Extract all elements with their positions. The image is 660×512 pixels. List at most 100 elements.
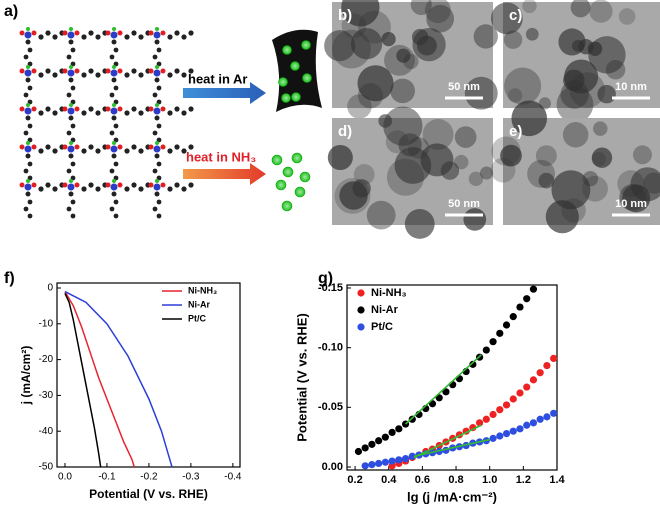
particle	[282, 45, 292, 55]
tem-particle	[390, 78, 415, 104]
particle	[294, 186, 306, 198]
scale-bar-label: 50 nm	[448, 81, 480, 93]
panel-label: e)	[509, 123, 522, 140]
legend-label: Pt/C	[188, 313, 207, 323]
tem-particle	[507, 88, 523, 103]
panel-label: c)	[509, 7, 522, 24]
tem-particle	[490, 157, 516, 183]
data-point	[496, 406, 504, 414]
atom	[111, 191, 117, 197]
atom	[38, 110, 44, 116]
atom	[124, 110, 130, 116]
y-tick-label: -0.10	[318, 342, 343, 354]
atom	[66, 130, 72, 136]
atom	[19, 68, 25, 74]
atom	[25, 191, 31, 197]
atom	[69, 27, 73, 31]
atom	[188, 106, 194, 112]
charts: f) g) 0.0 -0.1 -0.2 -0.3 -0.4 0 -10 -20 -30 -40 -50 P…	[4, 270, 566, 504]
data-point	[442, 388, 450, 396]
atom	[26, 179, 30, 183]
data-point	[368, 440, 376, 448]
data-point	[509, 313, 517, 321]
tem-particle	[339, 181, 368, 210]
atom	[174, 182, 180, 188]
atom	[27, 123, 33, 129]
atom	[148, 144, 154, 150]
atom	[155, 141, 159, 145]
atom	[131, 68, 137, 74]
atom	[152, 92, 158, 98]
data-point	[489, 434, 497, 442]
data-point	[529, 419, 538, 427]
fit-line	[405, 354, 482, 425]
atom	[70, 199, 76, 205]
atom	[117, 144, 123, 150]
arrow	[183, 82, 266, 104]
atom	[160, 106, 166, 112]
atom	[95, 34, 101, 40]
atom	[68, 115, 74, 121]
atom	[181, 110, 187, 116]
fit-line	[413, 424, 482, 459]
atom	[81, 34, 87, 40]
atom	[181, 186, 187, 192]
data-point	[395, 456, 403, 464]
data-point	[502, 321, 511, 329]
y-tick-label: 0	[47, 283, 53, 294]
atom	[111, 77, 117, 83]
tem-particle	[440, 161, 460, 180]
tem-particle	[622, 184, 651, 213]
atom	[138, 110, 144, 116]
scale-bar-label: 10 nm	[615, 198, 647, 210]
x-tick-label: 1.0	[482, 474, 497, 486]
atom	[109, 206, 115, 212]
atom	[69, 65, 73, 69]
atom	[138, 148, 144, 154]
atom	[160, 68, 166, 74]
atom	[88, 30, 94, 36]
data-point	[388, 428, 396, 437]
x-tick-label: -0.3	[182, 472, 200, 483]
atom	[111, 115, 117, 121]
atom	[167, 148, 173, 154]
mof-lattice	[19, 27, 194, 219]
data-point	[529, 376, 538, 384]
tem-particle	[597, 84, 616, 104]
atom	[81, 72, 87, 78]
data-point	[523, 421, 531, 429]
atom	[24, 145, 32, 153]
tem-particle	[454, 126, 477, 148]
atom	[24, 107, 32, 115]
atom	[38, 72, 44, 78]
data-point	[475, 419, 484, 427]
atom	[113, 85, 119, 91]
tem-particle	[351, 28, 383, 60]
x-axis-label: Potential (V vs. RHE)	[89, 487, 208, 501]
atom	[81, 110, 87, 116]
atom	[110, 69, 118, 77]
particle	[290, 61, 300, 71]
atom	[154, 115, 160, 121]
x-tick-label: 0.4	[381, 474, 397, 486]
atom	[152, 54, 158, 60]
particle	[281, 93, 291, 103]
data-point	[516, 389, 524, 397]
data-point	[401, 455, 410, 463]
atom	[52, 34, 58, 40]
atom	[31, 106, 37, 112]
data-point	[482, 415, 490, 423]
atom	[70, 213, 76, 219]
legend-label: Ni-NH₃	[371, 287, 407, 299]
atom	[69, 141, 73, 145]
atom	[181, 34, 187, 40]
atom	[52, 148, 58, 154]
atom	[124, 72, 130, 78]
panel-label: f)	[4, 270, 15, 287]
atom	[154, 153, 160, 159]
atom	[155, 103, 159, 107]
tem-particle	[422, 119, 454, 150]
atom	[38, 186, 44, 192]
x-tick-label: 0.6	[415, 474, 430, 486]
